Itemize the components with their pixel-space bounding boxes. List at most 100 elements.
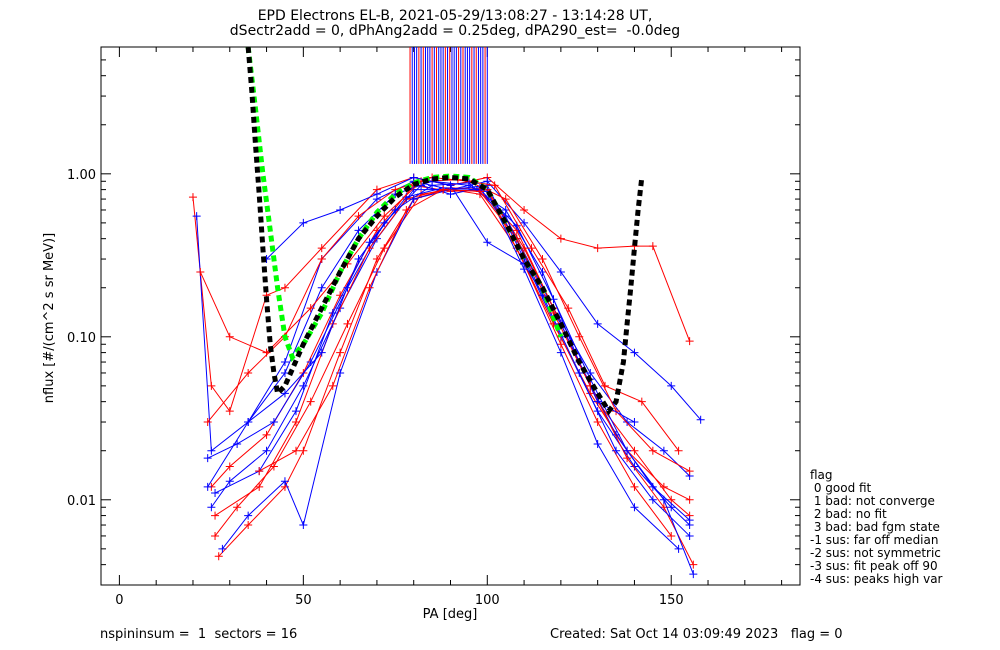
data-point-marker [380,218,389,227]
data-point-marker [475,187,484,196]
legend-item: 2 bad: no fit [810,507,887,521]
chart-title-line-1: EPD Electrons EL-B, 2021-05-29/13:08:27 … [257,8,653,24]
data-point-marker [291,418,300,427]
data-point-marker [299,521,308,530]
data-point-marker [317,255,326,264]
data-point-marker [299,218,308,227]
data-point-marker [269,418,278,427]
data-point-marker [630,446,639,455]
flag-legend: flag 0 good fit 1 bad: not converge 2 ba… [810,469,942,586]
data-point-marker [233,503,242,512]
legend-item: 0 good fit [810,481,872,495]
legend-item: -2 sus: not symmetric [810,546,941,560]
series-line [218,187,672,557]
data-point-marker [685,531,694,540]
data-point-marker [280,358,289,367]
data-point-marker [409,173,418,182]
series-line [214,187,694,575]
data-point-marker [593,418,602,427]
data-point-marker [225,332,234,341]
data-point-marker [225,462,234,471]
data-point-marker [262,430,271,439]
data-point-marker [244,521,253,530]
data-point-marker [648,482,657,491]
data-point-marker [630,482,639,491]
legend-item: 3 bad: bad fgm state [810,520,940,534]
data-point-marker [291,407,300,416]
data-point-marker [372,190,381,199]
data-point-marker [689,570,698,579]
data-point-marker [391,205,400,214]
data-point-marker [291,446,300,455]
data-point-marker [630,462,639,471]
y-axis-label: nflux [#/(cm^2 s sr MeV)] [42,232,57,404]
data-point-marker [262,348,271,357]
data-series-group [188,47,705,579]
footer-sector-info: nspininsum = 1 sectors = 16 [100,627,298,642]
data-point-marker [280,283,289,292]
data-point-marker [336,205,345,214]
data-point-marker [623,418,632,427]
legend-item: 1 bad: not converge [810,494,935,508]
x-tick-label: 50 [295,593,312,608]
data-point-marker [317,244,326,253]
data-point-marker [244,368,253,377]
data-point-marker [575,368,584,377]
data-point-marker [623,454,632,463]
data-point-marker [648,242,657,251]
legend-item: -1 sus: far off median [810,533,939,547]
tick-labels-group: 0 50 100 150 0.01 0.10 1.00 [67,168,684,608]
data-point-marker [203,418,212,427]
data-point-marker [685,467,694,476]
data-point-marker [244,511,253,520]
green-fit-curve [245,47,564,363]
legend-title: flag [810,468,833,482]
data-point-marker [446,181,455,190]
data-point-marker [659,446,668,455]
data-point-marker [192,212,201,221]
series-line [207,180,690,521]
series-line [207,176,690,472]
data-point-marker [520,205,529,214]
x-axis-label: PA [deg] [422,607,478,622]
data-point-marker [538,255,547,264]
series-line [214,189,694,565]
data-point-marker [299,381,308,390]
data-point-marker [196,267,205,276]
data-point-marker [674,446,683,455]
data-point-marker [667,531,676,540]
data-point-marker [225,477,234,486]
data-point-marker [255,467,264,476]
data-point-marker [207,503,216,512]
data-point-marker [623,446,632,455]
data-point-marker [674,544,683,553]
y-tick-label: 1.00 [67,168,96,183]
data-point-marker [402,205,411,214]
data-point-marker [483,238,492,247]
data-point-marker [211,511,220,520]
data-point-marker [556,348,565,357]
data-point-marker [188,193,197,202]
data-point-marker [207,446,216,455]
data-point-marker [630,348,639,357]
x-tick-label: 0 [115,593,123,608]
series-line [210,184,690,526]
data-point-marker [659,495,668,504]
data-point-marker [365,283,374,292]
data-point-marker [667,381,676,390]
chart-title-line-2: dSectr2add = 0, dPhAng2add = 0.25deg, dP… [229,23,681,39]
series-line [266,176,635,423]
data-point-marker [648,495,657,504]
black-fit-curve [245,47,645,416]
series-line [196,180,702,452]
data-point-marker [354,226,363,235]
fit-lines-group [245,47,645,416]
data-point-marker [354,255,363,264]
data-point-marker [556,340,565,349]
data-point-marker [556,267,565,276]
data-point-marker [612,407,621,416]
data-point-marker [306,397,315,406]
data-point-marker [593,244,602,253]
axes-group [100,46,801,586]
